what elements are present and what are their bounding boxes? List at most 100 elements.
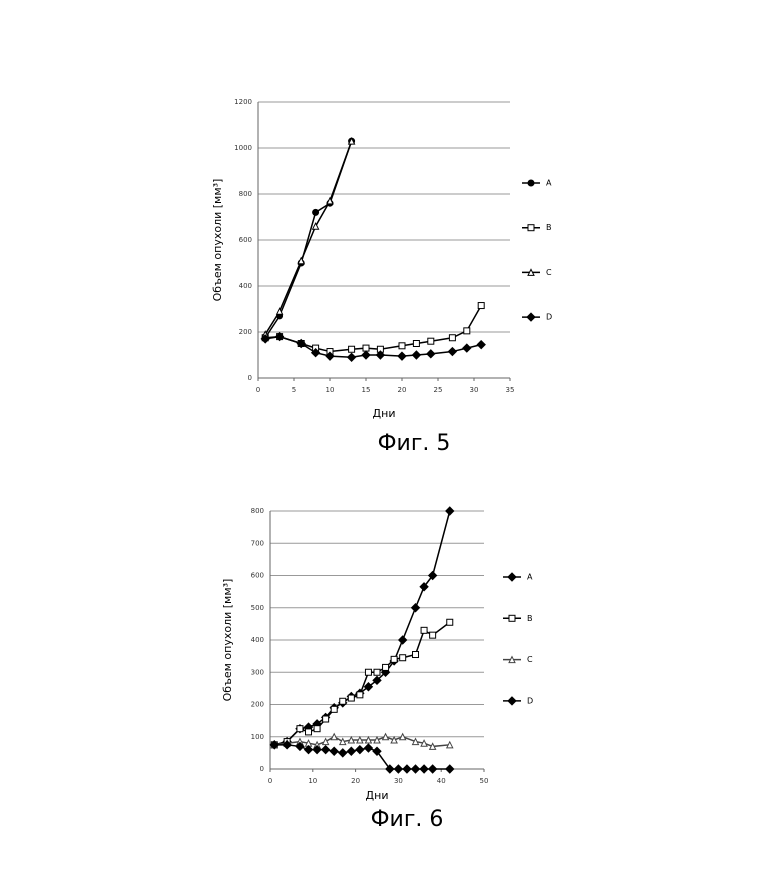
x-tick-label: 10	[308, 777, 317, 785]
marker	[313, 209, 319, 215]
x-tick-label: 50	[480, 777, 489, 785]
legend-label: D	[527, 696, 533, 705]
marker	[297, 726, 303, 732]
marker	[313, 223, 319, 229]
marker	[412, 765, 420, 773]
marker	[339, 749, 347, 757]
x-tick-label: 5	[292, 386, 296, 394]
marker	[446, 765, 454, 773]
marker	[430, 632, 436, 638]
legend-label: D	[546, 313, 552, 322]
legend-label: B	[546, 223, 552, 232]
legend-marker	[509, 615, 515, 621]
y-tick-label: 400	[239, 282, 252, 290]
marker	[427, 350, 435, 358]
marker	[347, 747, 355, 755]
legend-label: B	[527, 614, 533, 623]
y-tick-label: 600	[239, 236, 252, 244]
marker	[362, 351, 370, 359]
marker	[374, 669, 380, 675]
marker	[363, 345, 369, 351]
x-tick-label: 40	[437, 777, 446, 785]
y-tick-label: 500	[251, 604, 264, 612]
y-tick-label: 1000	[234, 144, 252, 152]
y-tick-label: 800	[239, 190, 252, 198]
marker	[477, 341, 485, 349]
marker	[413, 652, 419, 658]
series-line	[265, 306, 481, 352]
legend-label: C	[527, 655, 533, 664]
legend-marker	[508, 573, 516, 581]
marker	[399, 343, 405, 349]
x-tick-label: 25	[434, 386, 443, 394]
marker	[306, 729, 312, 735]
y-tick-label: 0	[248, 374, 252, 382]
marker	[314, 726, 320, 732]
marker	[403, 765, 411, 773]
legend-marker	[508, 697, 516, 705]
marker	[394, 765, 402, 773]
y-tick-label: 1200	[234, 98, 252, 106]
x-axis-label: Дни	[373, 407, 396, 420]
marker	[356, 746, 364, 754]
marker	[391, 656, 397, 662]
marker	[340, 698, 346, 704]
figure-caption: Фиг. 5	[378, 431, 451, 456]
y-tick-label: 400	[251, 636, 264, 644]
marker	[364, 744, 372, 752]
x-tick-label: 0	[256, 386, 260, 394]
page: 02004006008001000120005101520253035ДниОб…	[0, 0, 780, 895]
marker	[348, 695, 354, 701]
marker	[428, 338, 434, 344]
marker	[349, 346, 355, 352]
x-tick-label: 30	[470, 386, 479, 394]
x-tick-label: 35	[506, 386, 515, 394]
x-tick-label: 20	[351, 777, 360, 785]
marker	[446, 507, 454, 515]
marker	[330, 747, 338, 755]
marker	[323, 716, 329, 722]
series-line	[265, 337, 481, 358]
x-tick-label: 20	[398, 386, 407, 394]
marker	[413, 341, 419, 347]
y-tick-label: 700	[251, 539, 264, 547]
marker	[398, 352, 406, 360]
marker	[412, 604, 420, 612]
marker	[357, 692, 363, 698]
marker	[447, 619, 453, 625]
marker	[463, 344, 471, 352]
legend-label: C	[546, 268, 552, 277]
legend-marker	[528, 180, 534, 186]
y-tick-label: 800	[251, 507, 264, 515]
marker	[383, 664, 389, 670]
x-tick-label: 10	[326, 386, 335, 394]
marker	[429, 765, 437, 773]
marker	[348, 353, 356, 361]
marker	[478, 303, 484, 309]
marker	[412, 351, 420, 359]
marker	[448, 348, 456, 356]
y-tick-label: 200	[251, 701, 264, 709]
marker	[421, 627, 427, 633]
series-line	[265, 141, 351, 338]
y-tick-label: 200	[239, 328, 252, 336]
x-tick-label: 0	[268, 777, 272, 785]
marker	[400, 655, 406, 661]
y-axis-label: Объем опухоли [мм³]	[211, 179, 224, 302]
marker	[449, 335, 455, 341]
marker	[399, 636, 407, 644]
y-tick-label: 100	[251, 733, 264, 741]
x-tick-label: 30	[394, 777, 403, 785]
marker	[464, 328, 470, 334]
marker	[322, 746, 330, 754]
marker	[420, 765, 428, 773]
figure-caption: Фиг. 6	[371, 807, 444, 832]
y-axis-label: Объем опухоли [мм³]	[221, 579, 234, 702]
marker	[365, 669, 371, 675]
legend-label: A	[546, 179, 552, 188]
legend-marker	[528, 225, 534, 231]
marker	[305, 746, 313, 754]
marker	[331, 706, 337, 712]
y-tick-label: 600	[251, 572, 264, 580]
y-tick-label: 300	[251, 668, 264, 676]
